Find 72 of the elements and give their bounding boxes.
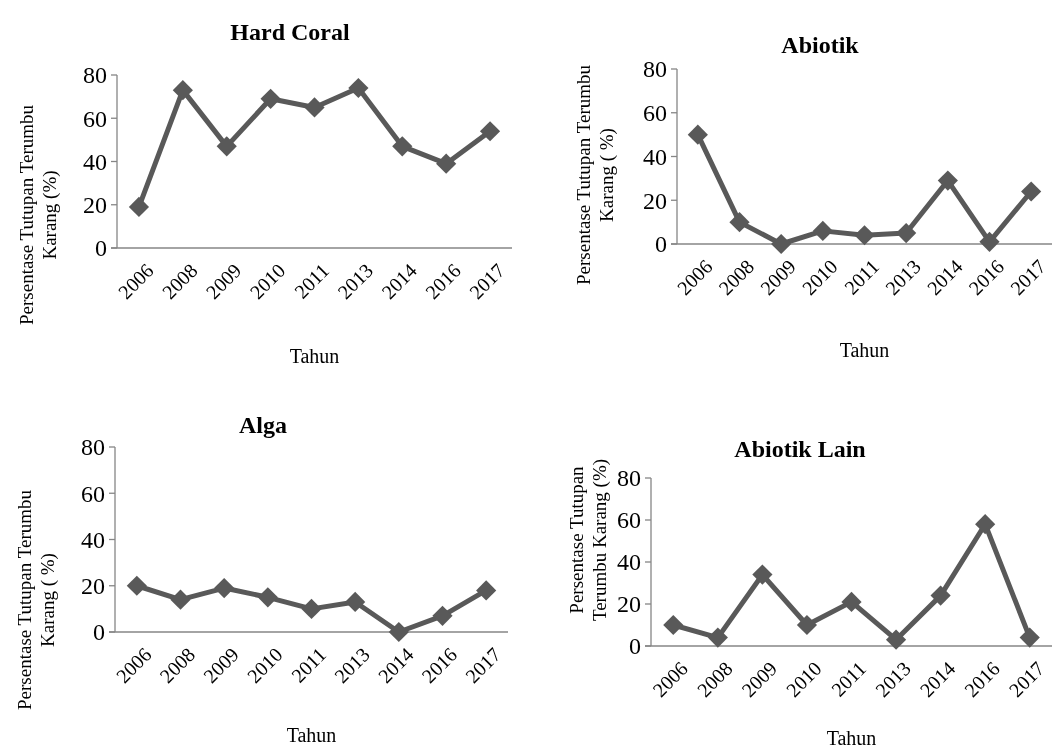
point [854, 225, 875, 246]
x-axis-title: Tahun [839, 339, 890, 361]
point [257, 587, 278, 608]
y-tick-label: 20 [617, 591, 641, 618]
point [392, 136, 413, 157]
point [937, 170, 958, 191]
point [687, 124, 708, 145]
point [216, 136, 237, 157]
point [707, 627, 728, 648]
y-tick-label: 60 [83, 105, 107, 132]
point [126, 575, 147, 596]
y-axis-title: Persentase Tutupan Terumbu Karang (%) [566, 458, 611, 622]
point [479, 121, 501, 142]
chart-title: Abiotik Lain [734, 436, 866, 462]
chart-title: Alga [239, 412, 287, 438]
point [729, 212, 750, 233]
x-axis-title: Tahun [286, 724, 337, 746]
y-tick-label: 40 [81, 526, 105, 553]
x-axis-title: Tahun [289, 345, 340, 367]
point [304, 97, 325, 118]
x-tick-label: 2011 [286, 643, 331, 687]
y-tick-label: 80 [643, 56, 667, 83]
point [432, 605, 453, 626]
y-axis-title: Persentase Tutupan Terumbu Karang (%) [16, 104, 61, 325]
y-tick-label: 80 [617, 465, 641, 492]
point [975, 514, 996, 535]
y-tick-label: 0 [93, 619, 105, 646]
point [260, 88, 281, 109]
point [812, 220, 833, 241]
y-tick-label: 20 [83, 192, 107, 219]
y-tick-label: 40 [83, 148, 107, 175]
point [663, 614, 684, 636]
point [301, 598, 322, 619]
point [752, 564, 773, 585]
x-tick-label: 2011 [839, 255, 884, 299]
y-tick-label: 40 [643, 143, 667, 170]
y-tick-label: 20 [81, 573, 105, 600]
point [388, 621, 409, 643]
x-tick-label: 2011 [289, 259, 334, 303]
y-tick-label: 60 [643, 100, 667, 127]
y-tick-label: 80 [81, 434, 105, 461]
y-tick-label: 20 [643, 187, 667, 214]
point [214, 577, 235, 599]
point [771, 233, 792, 255]
point [796, 614, 818, 636]
y-tick-label: 80 [83, 62, 107, 89]
point [436, 153, 457, 174]
point [476, 580, 497, 601]
y-tick-label: 0 [629, 633, 641, 660]
x-tick-label: 2011 [826, 657, 871, 701]
chart-title: Hard Coral [230, 19, 350, 45]
y-axis-title: Persentase Tutupan Terumbu Karang ( %) [573, 64, 618, 285]
chart-title: Abiotik [781, 32, 860, 58]
point [979, 231, 1000, 252]
point [128, 196, 150, 218]
point [1021, 181, 1042, 202]
x-axis-title: Tahun [826, 727, 877, 749]
y-axis-title: Persentase Tutupan Terumbu Karang ( %) [14, 489, 59, 710]
y-tick-label: 0 [655, 231, 667, 258]
y-tick-label: 60 [81, 480, 105, 507]
point [170, 589, 191, 610]
point [345, 591, 366, 613]
point [1019, 627, 1040, 648]
y-tick-label: 0 [95, 235, 107, 262]
point [896, 222, 917, 244]
point [841, 591, 862, 612]
point [930, 585, 951, 606]
point [172, 80, 193, 101]
point [348, 77, 369, 99]
point [885, 629, 907, 650]
y-tick-label: 60 [617, 507, 641, 534]
y-tick-label: 40 [617, 549, 641, 576]
